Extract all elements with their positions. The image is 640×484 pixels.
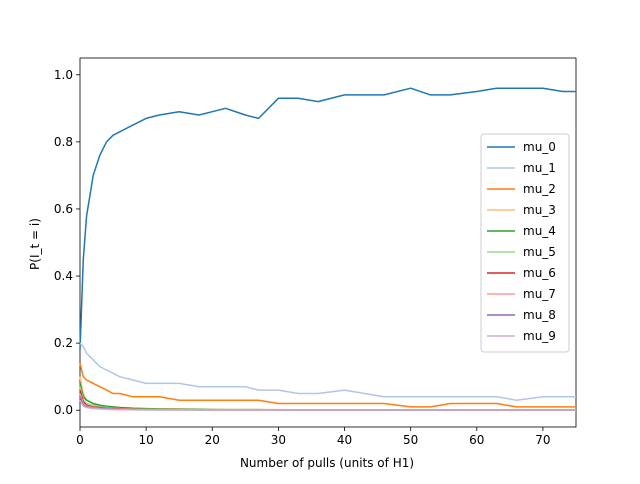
y-tick-label: 0.8 xyxy=(54,135,73,149)
x-tick-label: 10 xyxy=(138,433,153,447)
x-axis: 0 10 20 30 40 50 60 70 xyxy=(76,427,551,447)
x-tick-label: 70 xyxy=(535,433,550,447)
series-line-mu_9 xyxy=(79,399,576,411)
x-tick-label: 0 xyxy=(76,433,84,447)
x-tick-label: 20 xyxy=(205,433,220,447)
x-tick-label: 40 xyxy=(337,433,352,447)
legend-label-mu_0: mu_0 xyxy=(523,140,556,154)
legend-label-mu_1: mu_1 xyxy=(523,161,556,175)
legend-label-mu_4: mu_4 xyxy=(523,224,556,238)
legend: mu_0 mu_1 mu_2 mu_3 mu_4 mu_5 mu_6 mu_7 mu_8 mu_9 xyxy=(480,133,570,353)
plot-area xyxy=(79,57,577,428)
x-tick-label: 50 xyxy=(403,433,418,447)
legend-label-mu_2: mu_2 xyxy=(523,182,556,196)
legend-label-mu_9: mu_9 xyxy=(523,329,556,343)
y-axis: 0.0 0.2 0.4 0.6 0.8 1.0 xyxy=(54,68,80,417)
series-line-mu_1 xyxy=(79,342,576,401)
y-tick-label: 0.2 xyxy=(54,336,73,350)
y-tick-label: 0.6 xyxy=(54,202,73,216)
legend-label-mu_7: mu_7 xyxy=(523,287,556,301)
series-line-mu_0 xyxy=(79,87,576,350)
legend-label-mu_6: mu_6 xyxy=(523,266,556,280)
y-tick-label: 1.0 xyxy=(54,68,73,82)
y-tick-label: 0.4 xyxy=(54,269,73,283)
series-line-mu_2 xyxy=(79,363,576,408)
series-layer xyxy=(79,87,576,411)
y-axis-label: P(I_t = i) xyxy=(28,218,42,270)
x-tick-label: 30 xyxy=(271,433,286,447)
legend-label-mu_3: mu_3 xyxy=(523,203,556,217)
axes-frame xyxy=(79,57,577,428)
x-axis-label: Number of pulls (units of H1) xyxy=(240,456,414,470)
legend-label-mu_5: mu_5 xyxy=(523,245,556,259)
y-tick-label: 0.0 xyxy=(54,403,73,417)
x-tick-label: 60 xyxy=(469,433,484,447)
legend-label-mu_8: mu_8 xyxy=(523,308,556,322)
